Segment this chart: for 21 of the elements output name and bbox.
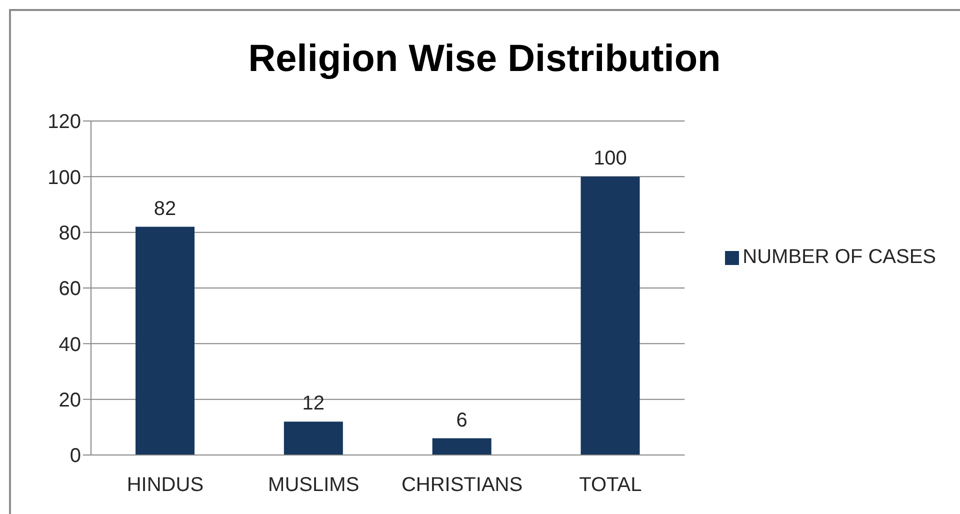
x-tick-label: CHRISTIANS [401,474,523,496]
bar [432,438,492,455]
x-tick-label: MUSLIMS [268,474,360,496]
y-tick-label: 20 [58,389,81,412]
legend-label: NUMBER OF CASES [742,246,936,268]
bar [284,422,343,455]
y-tick-label: 60 [58,278,81,300]
bar [580,176,640,455]
bar [136,226,195,455]
y-tick-label: 80 [58,222,81,244]
data-label: 100 [594,148,627,170]
data-label: 82 [154,198,176,220]
x-tick-label: HINDUS [126,474,204,496]
data-label: 6 [456,409,468,432]
y-tick-label: 120 [48,111,81,134]
data-label: 12 [302,392,325,415]
y-tick-label: 0 [70,445,81,468]
x-tick-label: TOTAL [579,474,642,496]
y-tick-label: 40 [58,334,81,356]
y-tick-label: 100 [48,166,81,189]
chart-title: Religion Wise Distribution [247,37,722,82]
